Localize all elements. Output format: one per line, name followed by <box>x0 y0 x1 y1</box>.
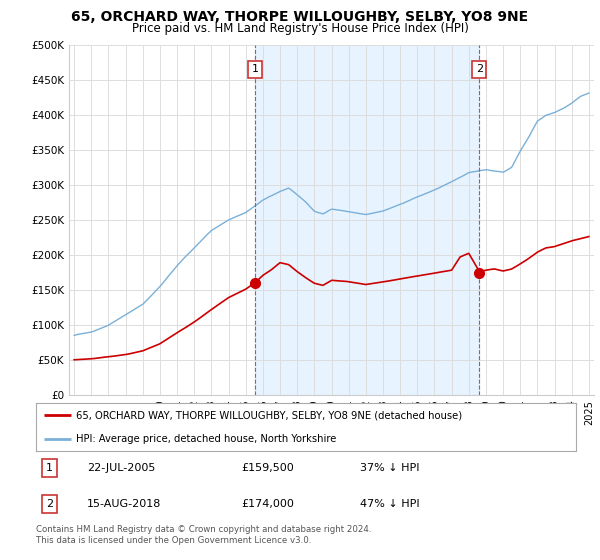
Text: 15-AUG-2018: 15-AUG-2018 <box>88 499 161 509</box>
Bar <box>255 45 479 395</box>
Text: 65, ORCHARD WAY, THORPE WILLOUGHBY, SELBY, YO8 9NE: 65, ORCHARD WAY, THORPE WILLOUGHBY, SELB… <box>71 10 529 24</box>
Text: 37% ↓ HPI: 37% ↓ HPI <box>360 463 419 473</box>
Text: £174,000: £174,000 <box>241 499 294 509</box>
Text: Price paid vs. HM Land Registry's House Price Index (HPI): Price paid vs. HM Land Registry's House … <box>131 22 469 35</box>
Text: 2: 2 <box>476 64 483 74</box>
Text: 1: 1 <box>46 463 53 473</box>
Text: 22-JUL-2005: 22-JUL-2005 <box>88 463 155 473</box>
Text: Contains HM Land Registry data © Crown copyright and database right 2024.
This d: Contains HM Land Registry data © Crown c… <box>36 525 371 545</box>
Text: HPI: Average price, detached house, North Yorkshire: HPI: Average price, detached house, Nort… <box>77 434 337 444</box>
Text: 47% ↓ HPI: 47% ↓ HPI <box>360 499 419 509</box>
Text: 65, ORCHARD WAY, THORPE WILLOUGHBY, SELBY, YO8 9NE (detached house): 65, ORCHARD WAY, THORPE WILLOUGHBY, SELB… <box>77 410 463 420</box>
Text: 1: 1 <box>251 64 259 74</box>
Text: £159,500: £159,500 <box>241 463 294 473</box>
Text: 2: 2 <box>46 499 53 509</box>
